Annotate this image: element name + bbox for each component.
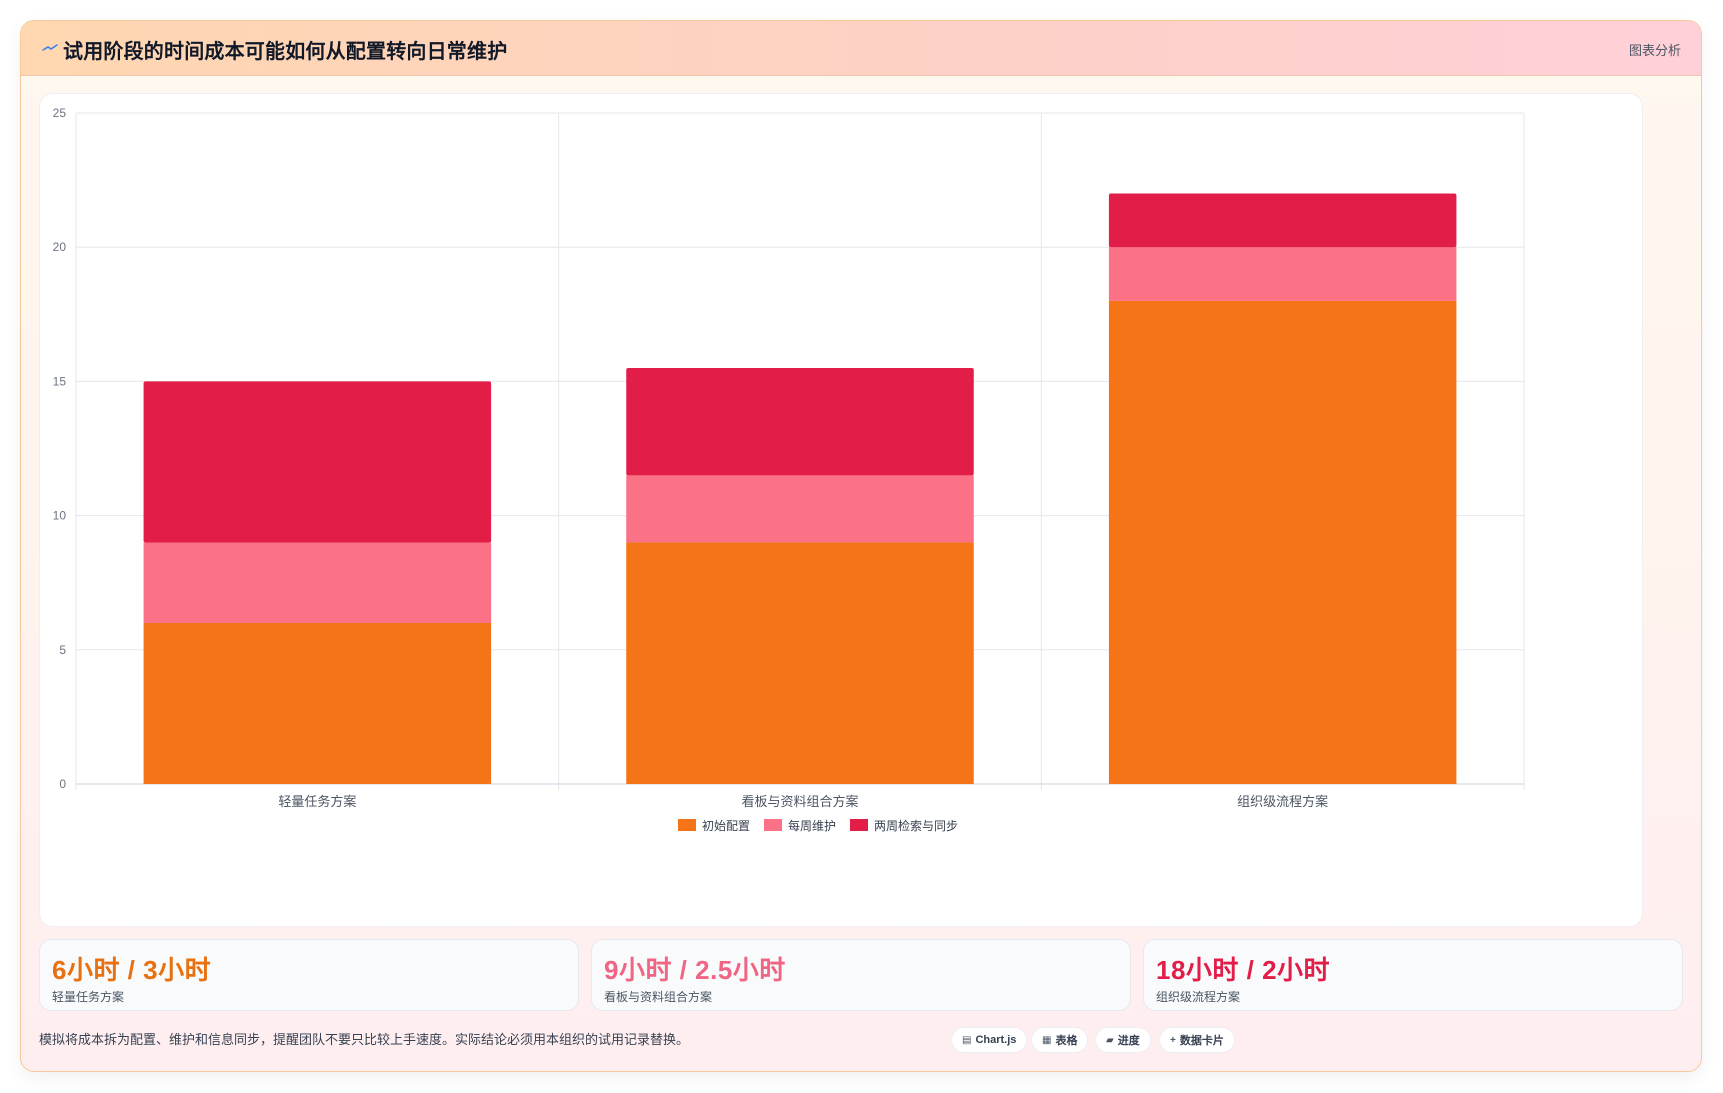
card-header: 试用阶段的时间成本可能如何从配置转向日常维护 图表分析 [21,21,1701,76]
chip-progress[interactable]: ▰ 进度 [1095,1027,1151,1053]
y-tick-label: 10 [53,509,67,523]
stat-card-board: 9小时 / 2.5小时 看板与资料组合方案 [591,939,1131,1011]
bar-segment [1108,247,1457,301]
chip-data-card[interactable]: + 数据卡片 [1159,1027,1235,1053]
chip-label: 表格 [1055,1035,1078,1047]
stat-value: 6小时 / 3小时 [52,955,212,985]
progress-icon: ▰ [1106,1034,1114,1046]
chart-analysis-tag: 图表分析 [1628,43,1681,58]
y-tick-label: 25 [53,106,67,120]
bar-segment [143,542,492,623]
plus-icon: + [1170,1034,1176,1046]
stat-card-light: 6小时 / 3小时 轻量任务方案 [39,939,579,1011]
footnote: 模拟将成本拆为配置、维护和信息同步，提醒团队不要只比较上手速度。实际结论必须用本… [39,1032,690,1047]
chip-label: Chart.js [975,1034,1017,1046]
bar-segment [143,622,492,784]
stat-label: 组织级流程方案 [1156,990,1241,1004]
chart-card: 试用阶段的时间成本可能如何从配置转向日常维护 图表分析 0 5 10 15 20 25 轻量… [20,20,1702,1072]
legend-swatch [850,819,868,831]
y-tick-label: 0 [59,777,66,791]
stat-label: 轻量任务方案 [52,990,125,1004]
chip-chartjs[interactable]: ▤ Chart.js [951,1027,1028,1053]
bar-segment [1108,300,1457,784]
x-tick-label: 组织级流程方案 [1237,794,1328,809]
bar-segment [143,381,492,543]
chart-title: 试用阶段的时间成本可能如何从配置转向日常维护 [63,41,508,63]
chart-icon: ▤ [962,1034,972,1046]
trend-line-icon [42,44,58,51]
stat-value: 18小时 / 2小时 [1156,955,1331,985]
bar-segment [1108,193,1457,248]
legend-swatch [678,819,696,831]
stat-value: 9小时 / 2.5小时 [604,955,786,985]
table-icon: ▦ [1042,1034,1052,1046]
bar-segment [626,542,974,784]
y-tick-label: 15 [53,374,67,388]
chip-label: 数据卡片 [1179,1035,1224,1047]
stat-label: 看板与资料组合方案 [604,990,713,1004]
x-tick-label: 看板与资料组合方案 [741,794,858,809]
chart-panel: 0 5 10 15 20 25 轻量任务方案 看板与资料组合方案 组织级流程方案初始配置 每周维护… [39,93,1643,927]
chip-table[interactable]: ▦ 表格 [1031,1027,1089,1053]
stat-card-org: 18小时 / 2小时 组织级流程方案 [1143,939,1683,1011]
chip-label: 进度 [1117,1035,1140,1047]
y-tick-label: 20 [53,240,67,254]
legend-label: 两周检索与同步 [874,818,958,833]
legend-swatch [764,819,782,831]
legend-label: 每周维护 [788,818,836,833]
y-tick-label: 5 [59,643,66,657]
x-tick-label: 轻量任务方案 [278,794,356,809]
bar-segment [626,475,974,543]
legend-label: 初始配置 [702,819,750,833]
bar-segment [626,367,974,476]
